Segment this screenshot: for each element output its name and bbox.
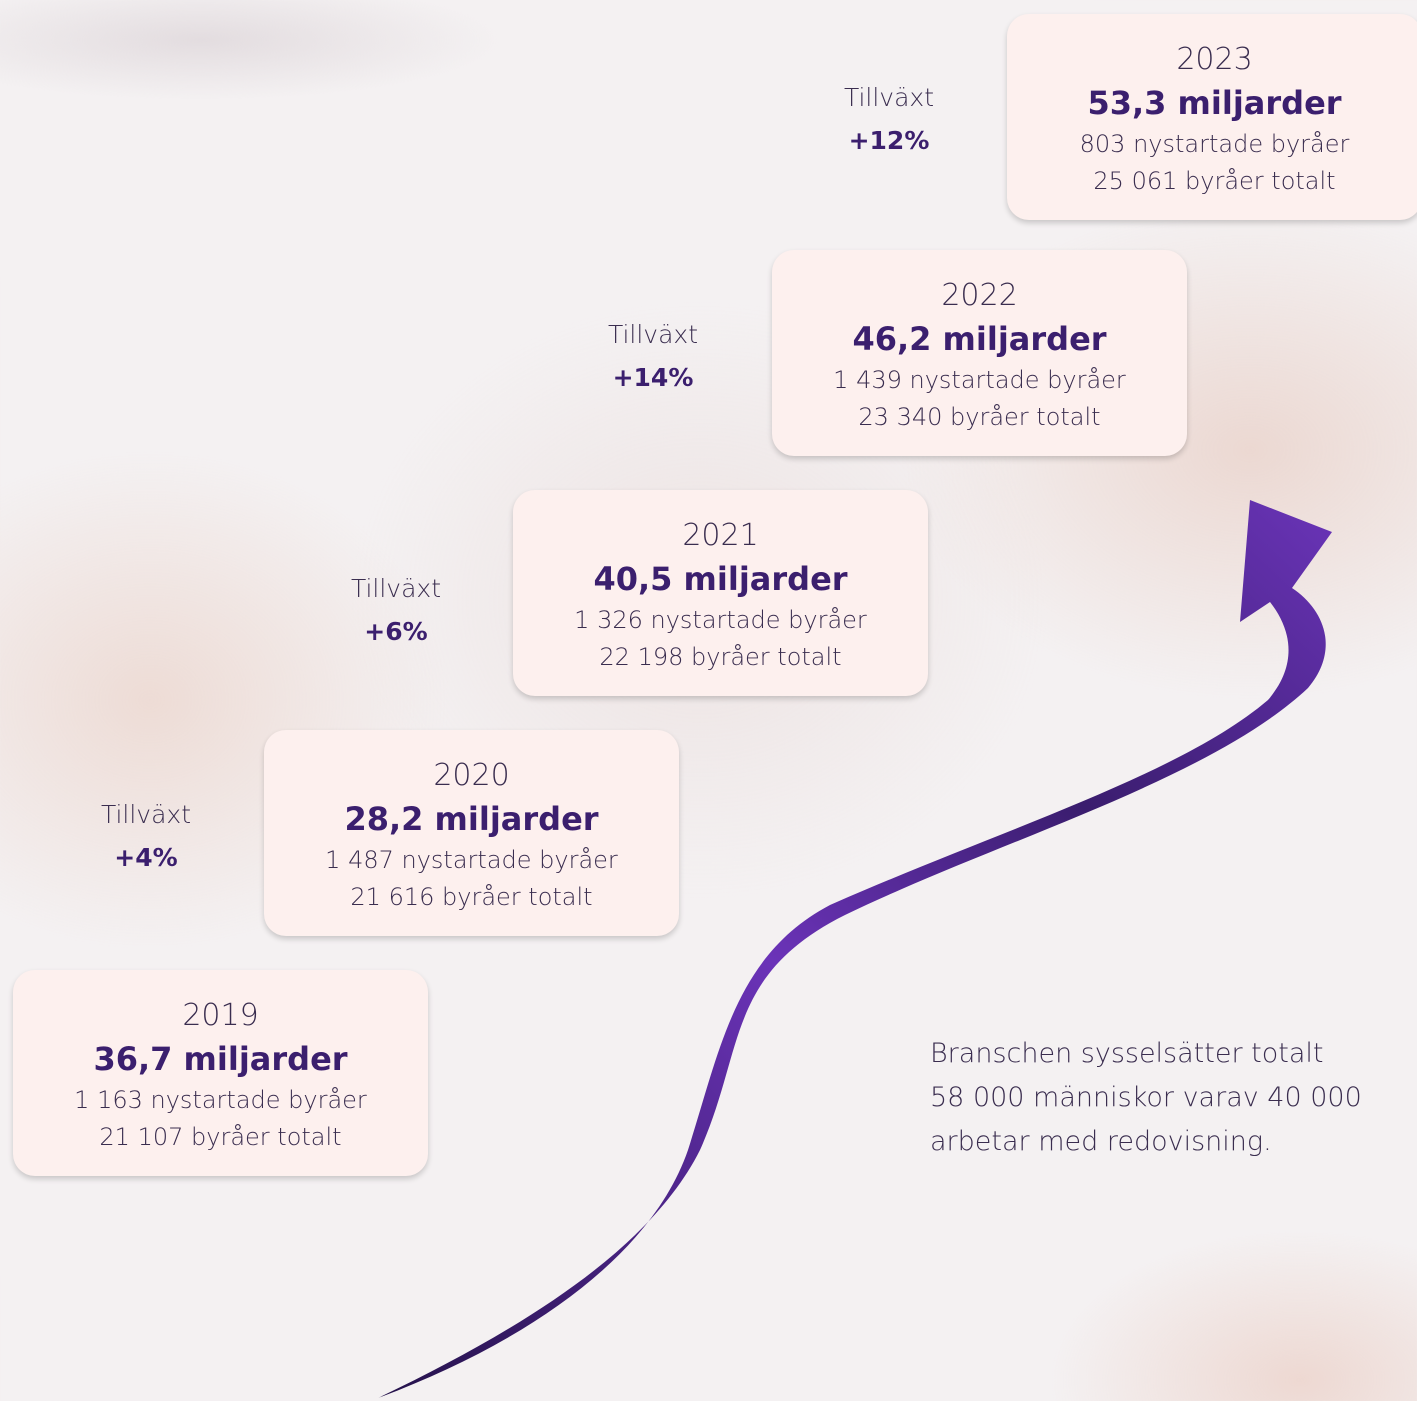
year-card: 2022 46,2 miljarder 1 439 nystartade byråe… bbox=[772, 250, 1187, 456]
growth-value: +6% bbox=[296, 617, 496, 646]
year: 2022 bbox=[772, 278, 1187, 313]
year-card: 2020 28,2 miljarder 1 487 nystartade byråe… bbox=[264, 730, 679, 936]
growth-label: Tillväxt bbox=[789, 83, 989, 112]
growth-value: +12% bbox=[789, 126, 989, 155]
year-card: 2021 40,5 miljarder 1 326 nystartade byråe… bbox=[513, 490, 928, 696]
amount: 28,2 miljarder bbox=[264, 800, 679, 838]
infographic: Branschen sysselsätter totalt58 000 männ… bbox=[0, 0, 1417, 1401]
new-firms: 1 326 nystartade byråer bbox=[513, 606, 928, 634]
note-line: arbetar med redovisning. bbox=[930, 1120, 1362, 1164]
year: 2020 bbox=[264, 758, 679, 793]
total-firms: 21 616 byråer totalt bbox=[264, 883, 679, 911]
growth: Tillväxt +14% bbox=[553, 320, 753, 392]
total-firms: 23 340 byråer totalt bbox=[772, 403, 1187, 431]
growth: Tillväxt +12% bbox=[789, 83, 989, 155]
growth: Tillväxt +4% bbox=[46, 800, 246, 872]
amount: 36,7 miljarder bbox=[13, 1040, 428, 1078]
growth-label: Tillväxt bbox=[553, 320, 753, 349]
growth-value: +14% bbox=[553, 363, 753, 392]
year: 2021 bbox=[513, 518, 928, 553]
total-firms: 25 061 byråer totalt bbox=[1007, 167, 1417, 195]
amount: 53,3 miljarder bbox=[1007, 84, 1417, 122]
year: 2019 bbox=[13, 998, 428, 1033]
growth-label: Tillväxt bbox=[296, 574, 496, 603]
year-card: 2023 53,3 miljarder 803 nystartade byråer 2… bbox=[1007, 14, 1417, 220]
new-firms: 1 439 nystartade byråer bbox=[772, 366, 1187, 394]
new-firms: 1 163 nystartade byråer bbox=[13, 1086, 428, 1114]
amount: 46,2 miljarder bbox=[772, 320, 1187, 358]
page: Tillväxt {"cards": [ {"year": "2019", "a… bbox=[0, 0, 1417, 1401]
amount: 40,5 miljarder bbox=[513, 560, 928, 598]
new-firms: 803 nystartade byråer bbox=[1007, 130, 1417, 158]
total-firms: 22 198 byråer totalt bbox=[513, 643, 928, 671]
growth-label: Tillväxt bbox=[46, 800, 246, 829]
year: 2023 bbox=[1007, 42, 1417, 77]
note-line: Branschen sysselsätter totalt bbox=[930, 1032, 1362, 1076]
growth-value: +4% bbox=[46, 843, 246, 872]
growth: Tillväxt +6% bbox=[296, 574, 496, 646]
year-card: 2019 36,7 miljarder 1 163 nystartade byråe… bbox=[13, 970, 428, 1176]
new-firms: 1 487 nystartade byråer bbox=[264, 846, 679, 874]
note-line: 58 000 människor varav 40 000 bbox=[930, 1076, 1362, 1120]
total-firms: 21 107 byråer totalt bbox=[13, 1123, 428, 1151]
